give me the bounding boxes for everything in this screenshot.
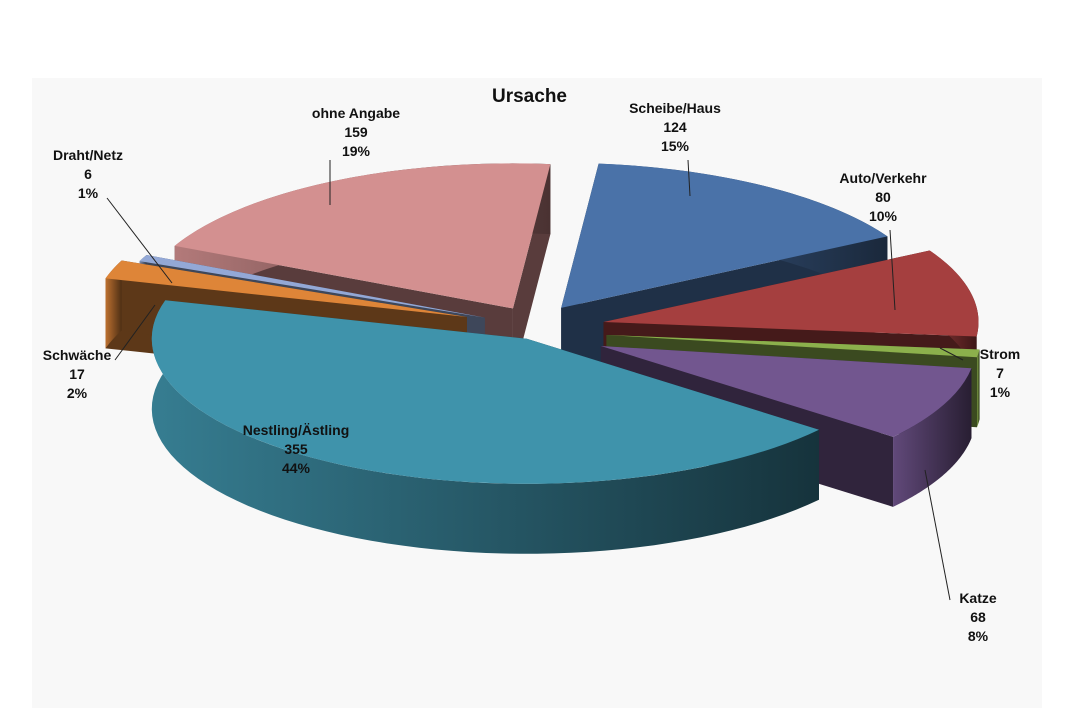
pie-slice-side [976,349,980,428]
label-percent: 1% [78,185,99,201]
data-label: Draht/Netz 6 1% [53,147,123,201]
label-value: 159 [344,124,368,140]
leader-line [687,159,691,197]
data-label: Auto/Verkehr 80 10% [839,170,927,224]
leader-line [924,469,951,601]
label-name: Auto/Verkehr [839,170,927,186]
label-percent: 2% [67,385,88,401]
label-value: 355 [284,441,308,457]
leader-line [939,347,964,361]
label-value: 68 [970,609,986,625]
data-label: Katze 68 8% [959,590,997,644]
pie-slice-side [151,300,819,554]
data-label: ohne Angabe 159 19% [312,105,400,159]
label-percent: 15% [661,138,690,154]
pie-slice-side [105,260,122,349]
label-name: ohne Angabe [312,105,400,121]
label-name: Scheibe/Haus [629,100,721,116]
data-label: Scheibe/Haus 124 15% [629,100,721,154]
data-label: Strom 7 1% [980,346,1020,400]
pie-slice-side [893,368,972,507]
pie-slice-top [603,250,979,337]
label-value: 7 [996,365,1004,381]
label-percent: 19% [342,143,371,159]
pie-slice-4 [151,300,819,554]
label-value: 124 [663,119,687,135]
pie-slice-top [600,345,972,437]
label-name: Draht/Netz [53,147,123,163]
data-label: Nestling/Ästling 355 44% [243,422,350,476]
leader-line [889,229,896,311]
pie-slice-top [151,300,819,484]
leader-line [106,197,173,284]
label-percent: 8% [968,628,989,644]
label-name: Strom [980,346,1020,362]
label-name: Nestling/Ästling [243,422,350,438]
label-value: 6 [84,166,92,182]
pie-slice-top [139,254,485,318]
label-percent: 1% [990,384,1011,400]
pie-slice-top [174,163,551,309]
data-label: Schwäche 17 2% [43,347,112,401]
label-value: 17 [69,366,85,382]
label-value: 80 [875,189,891,205]
label-percent: 10% [869,208,898,224]
chart-title: Ursache [492,86,567,107]
leader-line [114,304,156,361]
label-percent: 44% [282,460,311,476]
label-name: Schwäche [43,347,112,363]
pie-slice-top [561,163,888,308]
pie-slice-top [105,260,467,317]
pie-slice-top [606,335,980,358]
label-name: Katze [959,590,997,606]
